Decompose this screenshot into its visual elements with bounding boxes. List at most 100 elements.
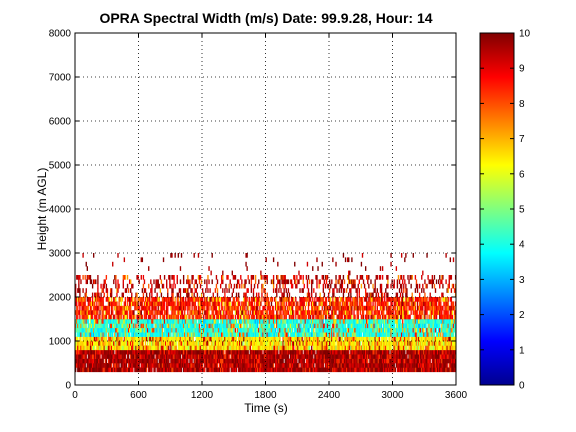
heatmap-cell	[284, 367, 286, 373]
heatmap-cell	[338, 345, 340, 351]
heatmap-cell	[173, 349, 175, 355]
heatmap-cell	[115, 354, 117, 359]
heatmap-cell	[426, 310, 428, 315]
heatmap-cell	[158, 354, 160, 359]
heatmap-cell	[296, 345, 298, 351]
heatmap-cell	[446, 345, 448, 351]
heatmap-cell	[107, 354, 110, 359]
heatmap-cell	[154, 314, 156, 320]
heatmap-cell	[283, 314, 285, 320]
heatmap-cell	[403, 314, 405, 320]
heatmap-cell	[346, 319, 349, 324]
heatmap-cell	[430, 363, 432, 368]
heatmap-cell	[271, 310, 274, 315]
heatmap-cell	[177, 363, 180, 368]
heatmap-cell	[286, 327, 289, 333]
heatmap-cell	[298, 358, 300, 364]
heatmap-cell	[278, 363, 280, 368]
heatmap-cell	[223, 349, 225, 355]
heatmap-cell	[348, 305, 350, 311]
heatmap-cell	[194, 310, 196, 315]
heatmap-cell	[440, 332, 442, 337]
heatmap-cell	[281, 345, 283, 351]
heatmap-cell	[137, 336, 139, 342]
heatmap-cell	[342, 358, 345, 364]
heatmap-cell	[265, 327, 267, 333]
heatmap-cell	[149, 349, 151, 355]
heatmap-cell	[148, 345, 150, 351]
heatmap-cell	[250, 323, 253, 329]
heatmap-cell	[182, 332, 185, 337]
heatmap-cell	[137, 310, 139, 315]
heatmap-cell	[397, 341, 400, 346]
heatmap-cell	[168, 314, 170, 320]
heatmap-cell	[164, 332, 167, 337]
heatmap-cell	[413, 314, 416, 320]
heatmap-cell	[278, 341, 280, 346]
heatmap-cell	[435, 332, 438, 337]
heatmap-cell	[207, 336, 209, 342]
heatmap-cell	[137, 341, 139, 346]
heatmap-cell	[143, 363, 146, 368]
heatmap-cell	[441, 310, 443, 315]
heatmap-cell	[289, 305, 292, 311]
heatmap-cell	[219, 349, 222, 355]
heatmap-cell	[85, 319, 87, 324]
heatmap-cell	[429, 332, 431, 337]
heatmap-cell	[131, 336, 133, 342]
heatmap-cell	[317, 367, 319, 373]
heatmap-cell	[276, 345, 278, 351]
heatmap-cell	[136, 363, 138, 368]
heatmap-cell	[226, 358, 228, 364]
heatmap-cell	[88, 323, 91, 329]
heatmap-cell	[370, 363, 372, 368]
heatmap-cell	[338, 341, 340, 346]
heatmap-cell	[217, 327, 220, 333]
heatmap-cell	[154, 327, 156, 333]
heatmap-cell	[414, 314, 417, 320]
heatmap-cell	[209, 332, 211, 337]
heatmap-cell	[211, 327, 213, 333]
heatmap-cell	[231, 345, 233, 351]
heatmap-cell	[219, 332, 222, 337]
heatmap-cell	[379, 354, 382, 359]
heatmap-cell	[337, 305, 339, 311]
heatmap-cell	[263, 332, 265, 337]
heatmap-cell	[145, 358, 148, 364]
heatmap-cell	[296, 354, 298, 359]
heatmap-cell	[105, 314, 108, 320]
heatmap-cell	[254, 363, 257, 368]
heatmap-cell	[321, 345, 323, 351]
heatmap-cell	[182, 345, 185, 351]
heatmap-cell	[260, 349, 262, 355]
heatmap-cell	[150, 319, 152, 324]
heatmap-cell	[300, 323, 302, 329]
heatmap-cell	[267, 367, 269, 373]
heatmap-cell	[85, 305, 87, 311]
heatmap-cell	[146, 323, 149, 329]
heatmap-cell	[216, 336, 219, 342]
heatmap-cell	[391, 349, 393, 355]
heatmap-cell	[341, 332, 344, 337]
heatmap-cell	[348, 349, 350, 355]
heatmap-cell	[136, 345, 138, 351]
heatmap-cell	[75, 363, 77, 368]
heatmap-cell	[120, 367, 122, 373]
heatmap-cell	[298, 345, 300, 351]
heatmap-cell	[102, 367, 104, 373]
heatmap-cell	[121, 305, 123, 311]
heatmap-cell	[341, 363, 344, 368]
heatmap-cell	[447, 354, 449, 359]
heatmap-cell	[75, 336, 77, 342]
heatmap-cell	[153, 349, 155, 355]
heatmap-cell	[120, 319, 122, 324]
heatmap-cell	[123, 345, 126, 351]
heatmap-cell	[157, 354, 159, 359]
heatmap-cell	[428, 341, 430, 346]
heatmap-cell	[102, 363, 104, 368]
heatmap-cell	[237, 354, 240, 359]
heatmap-cell	[166, 323, 168, 329]
heatmap-cell	[449, 354, 452, 359]
heatmap-cell	[206, 367, 208, 373]
heatmap-cell	[446, 367, 448, 373]
